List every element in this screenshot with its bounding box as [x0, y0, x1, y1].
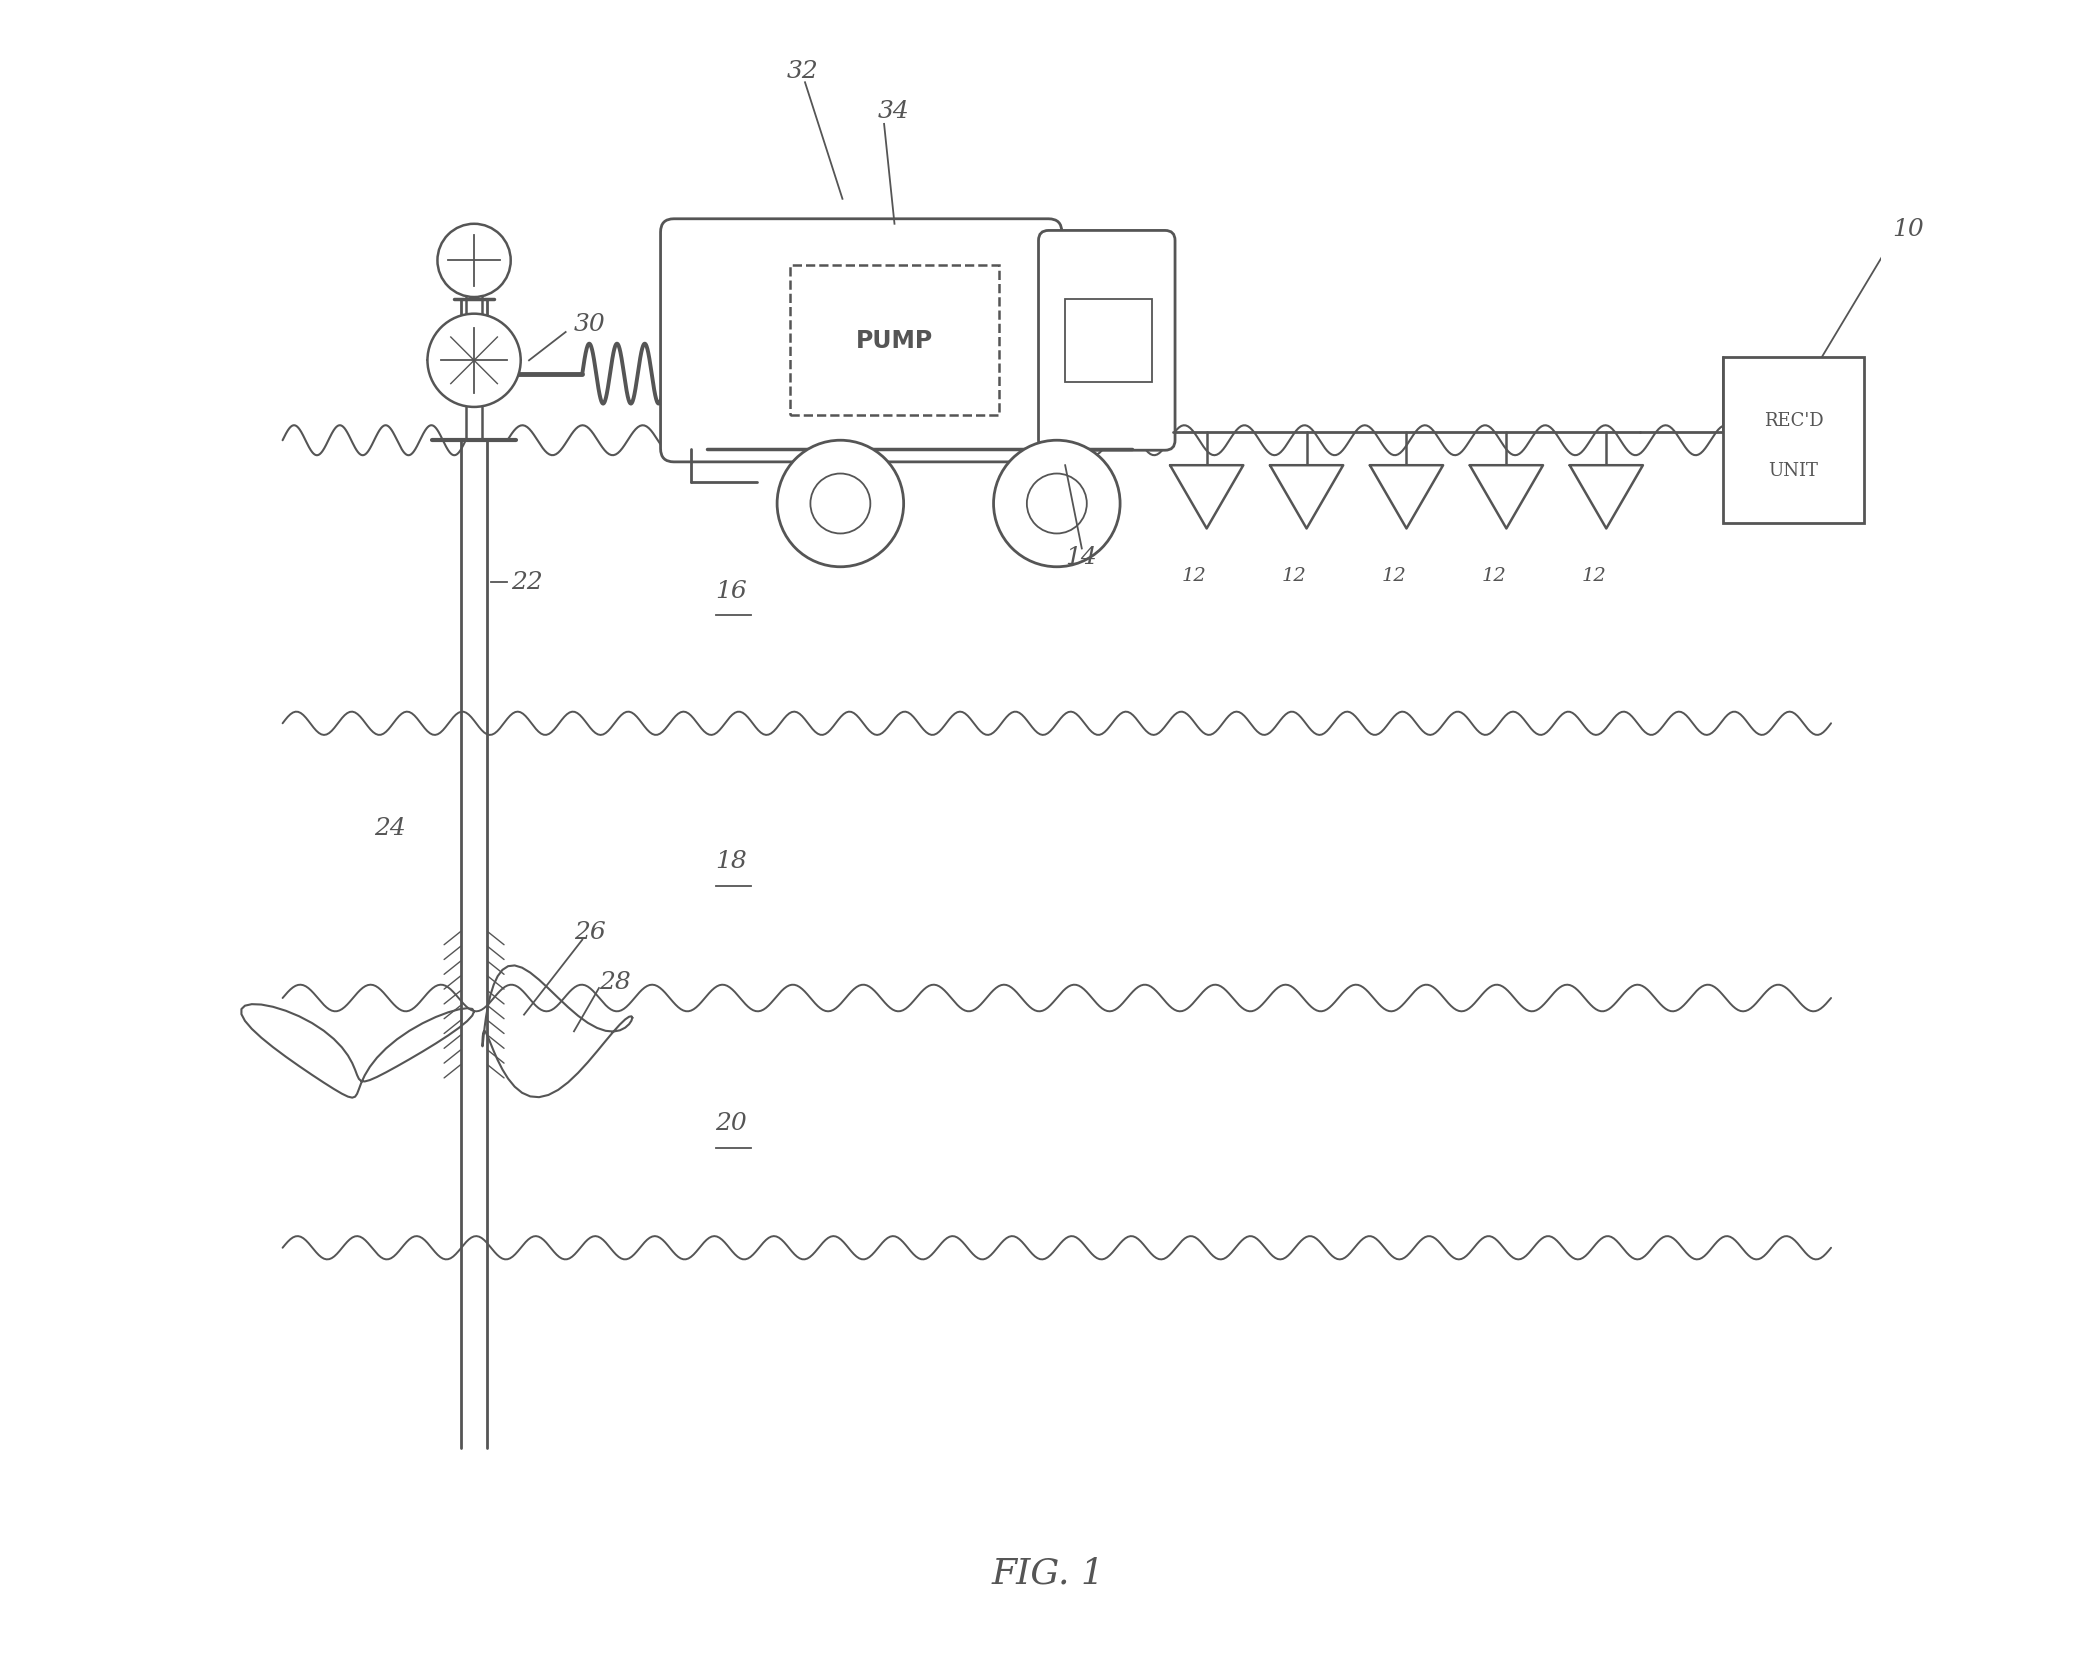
Circle shape: [778, 441, 904, 567]
Polygon shape: [1271, 466, 1344, 529]
Bar: [1065, 300, 1151, 383]
Text: 26: 26: [575, 920, 606, 943]
Text: 12: 12: [1382, 567, 1407, 584]
Text: 30: 30: [575, 313, 606, 336]
Text: 12: 12: [1480, 567, 1506, 584]
Polygon shape: [1369, 466, 1443, 529]
Text: 12: 12: [1183, 567, 1206, 584]
Polygon shape: [1470, 466, 1543, 529]
Text: 10: 10: [1891, 218, 1923, 241]
Polygon shape: [1571, 466, 1642, 529]
FancyBboxPatch shape: [1038, 231, 1174, 451]
Text: 32: 32: [786, 60, 818, 83]
Bar: [1724, 358, 1864, 524]
Polygon shape: [241, 1005, 474, 1098]
Text: 12: 12: [1581, 567, 1606, 584]
Text: 16: 16: [715, 579, 747, 602]
Text: FIG. 1: FIG. 1: [992, 1556, 1105, 1589]
Text: UNIT: UNIT: [1768, 463, 1818, 479]
FancyBboxPatch shape: [661, 220, 1061, 463]
Text: 18: 18: [715, 850, 747, 872]
Text: 12: 12: [1281, 567, 1306, 584]
Text: 14: 14: [1065, 546, 1097, 569]
Circle shape: [994, 441, 1120, 567]
Polygon shape: [482, 965, 633, 1098]
Text: REC'D: REC'D: [1764, 413, 1824, 429]
Bar: [791, 266, 998, 416]
Text: 28: 28: [600, 970, 631, 993]
Text: PUMP: PUMP: [856, 329, 933, 353]
Polygon shape: [1170, 466, 1244, 529]
Text: 34: 34: [879, 100, 910, 123]
Circle shape: [428, 314, 520, 408]
Circle shape: [438, 225, 512, 298]
Text: 22: 22: [512, 571, 543, 594]
Text: 24: 24: [373, 817, 407, 839]
Text: 20: 20: [715, 1112, 747, 1135]
